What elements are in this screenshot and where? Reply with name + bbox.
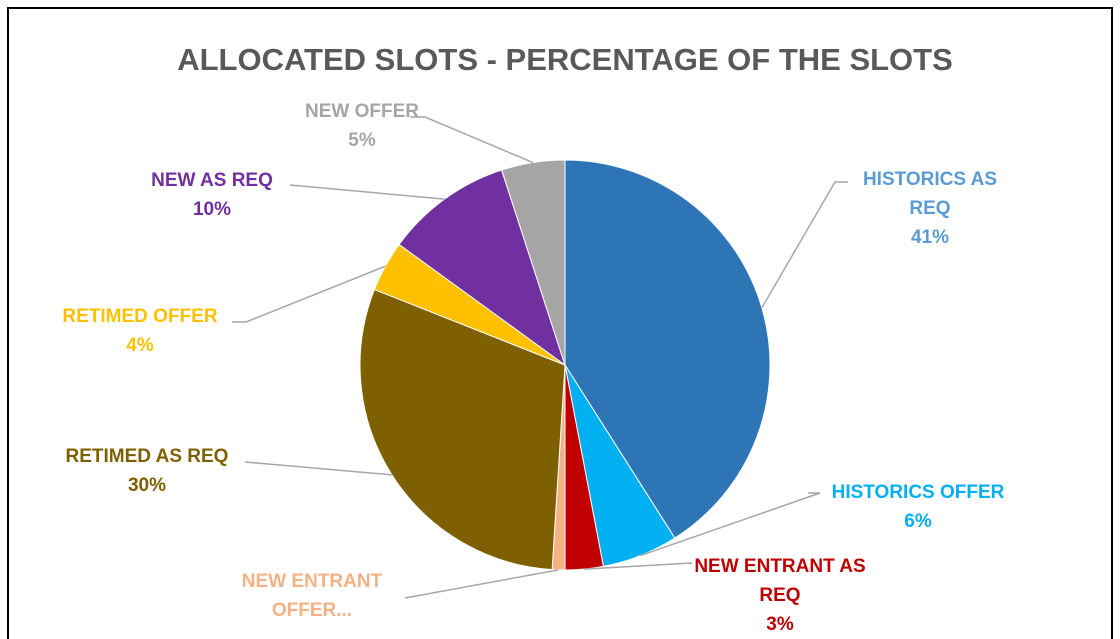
data-label: RETIMED OFFER 4% [30,302,250,360]
leader-line [584,562,693,570]
category-label: RETIMED AS REQ [65,446,229,467]
category-label: NEW OFFER [305,101,419,122]
data-label: NEW ENTRANT AS REQ 3% [680,552,880,639]
data-label: NEW ENTRANT OFFER... [222,567,402,625]
category-label: NEW ENTRANT AS REQ [694,556,866,606]
value-label: 5% [348,130,376,151]
data-label: NEW OFFER 5% [272,97,452,155]
value-label: 30% [127,475,167,496]
chart-title: ALLOCATED SLOTS - PERCENTAGE OF THE SLOT… [177,42,953,77]
leader-line [761,181,848,309]
pie-slice [564,159,771,539]
leader-line [410,116,534,164]
value-label: 4% [126,335,154,356]
category-label: HISTORICS OFFER [831,482,1005,503]
category-label: RETIMED OFFER [62,306,218,327]
pie-slice [398,169,566,367]
data-label: HISTORICS OFFER 6% [798,478,1038,536]
category-label: NEW ENTRANT OFFER... [241,571,383,621]
category-label: NEW AS REQ [151,170,273,191]
data-label: NEW AS REQ 10% [122,166,302,224]
leader-line [289,184,445,200]
value-label: 3% [766,614,794,635]
pie-slice [501,159,566,366]
value-label: 41% [910,227,950,248]
data-label: RETIMED AS REQ 30% [37,442,257,500]
leader-line [404,569,559,599]
pie-slice [359,288,566,571]
leader-line [232,265,386,323]
data-label: HISTORICS AS REQ 41% [840,165,1020,252]
value-label: 10% [192,199,232,220]
leader-line [640,492,821,557]
leader-line [244,461,392,476]
category-label: HISTORICS AS REQ [862,169,998,219]
value-label: 6% [904,511,932,532]
